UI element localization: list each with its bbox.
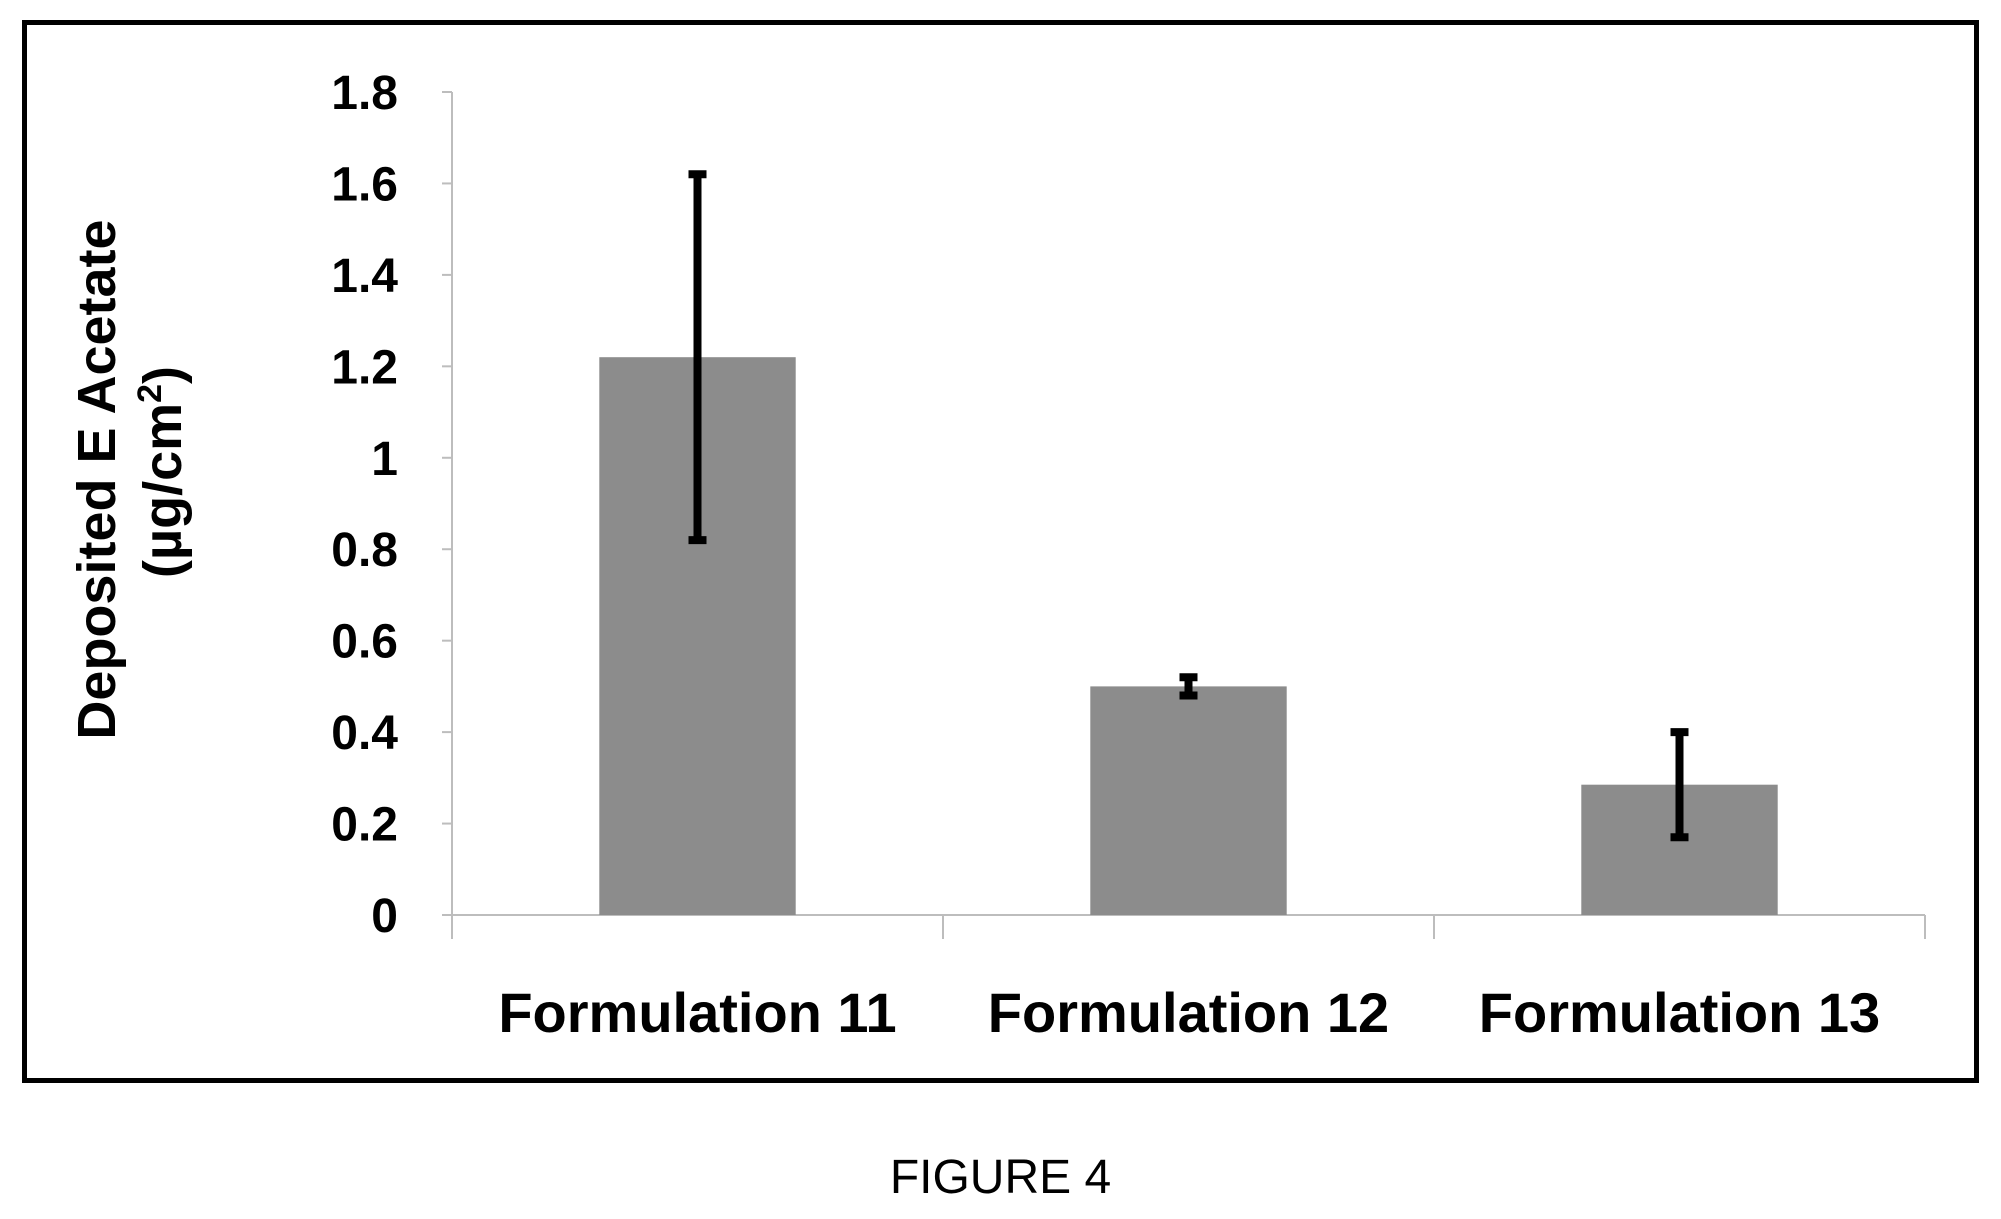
x-tick-label: Formulation 13 bbox=[1479, 981, 1880, 1044]
y-tick-label: 0.8 bbox=[331, 524, 398, 577]
y-tick-label: 0.6 bbox=[331, 616, 398, 669]
y-tick-label: 1.2 bbox=[331, 341, 398, 394]
y-axis-label-unit: (µg/cm bbox=[133, 403, 193, 578]
y-tick-label: 1.8 bbox=[331, 67, 398, 120]
error-bars bbox=[688, 170, 1689, 842]
y-tick-label: 0.4 bbox=[331, 707, 398, 760]
y-axis: 0 0.2 0.4 0.6 0.8 1 1.2 1.4 1.6 1.8 bbox=[331, 67, 453, 943]
y-tick-label: 1.6 bbox=[331, 158, 398, 211]
y-axis-label-superscript: 2 bbox=[131, 384, 169, 403]
bars bbox=[599, 357, 1778, 915]
x-axis: Formulation 11 Formulation 12 Formulation … bbox=[451, 914, 1926, 1044]
x-tick-label: Formulation 11 bbox=[498, 981, 896, 1044]
y-tick-label: 0.2 bbox=[331, 799, 398, 852]
chart-frame bbox=[22, 20, 1979, 1083]
x-tick-label: Formulation 12 bbox=[988, 981, 1389, 1044]
bar bbox=[1090, 686, 1287, 915]
y-tick-label: 1.4 bbox=[331, 250, 398, 303]
figure-caption: FIGURE 4 bbox=[889, 1151, 1112, 1204]
y-tick-label: 0 bbox=[371, 890, 398, 943]
y-axis-label: Deposited E Acetate (µg/cm2) bbox=[67, 204, 193, 739]
y-axis-label-close: ) bbox=[133, 366, 193, 384]
y-axis-label-line1: Deposited E Acetate bbox=[67, 219, 127, 739]
y-tick-label: 1 bbox=[371, 433, 398, 486]
y-axis-label-line2: (µg/cm2) bbox=[131, 366, 193, 578]
